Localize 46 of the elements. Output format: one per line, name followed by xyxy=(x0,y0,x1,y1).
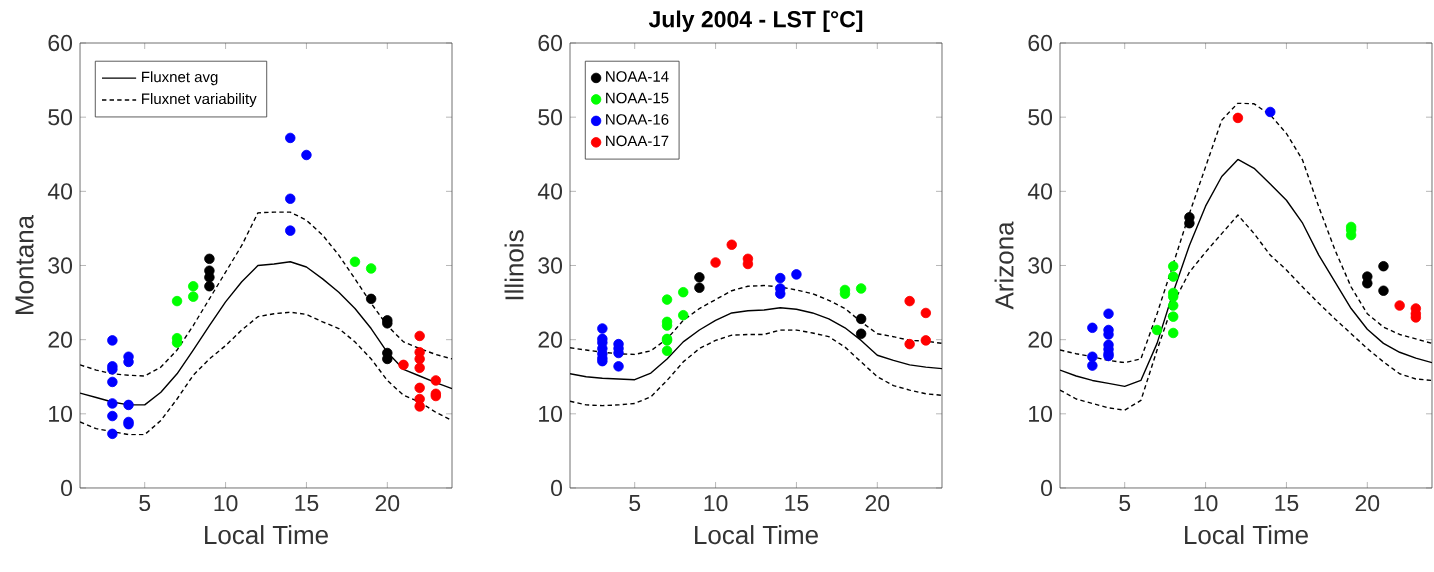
legend-label: Fluxnet variability xyxy=(142,93,257,108)
x-axis-title: Local Time xyxy=(1185,525,1308,545)
y-tick-label: 30 xyxy=(48,257,73,274)
y-tick-label: 0 xyxy=(551,479,563,497)
x-tick-label: 10 xyxy=(704,495,728,512)
y-tick-label: 40 xyxy=(537,183,563,200)
y-axis-title: Illinois xyxy=(504,230,524,300)
y-tick-label: 30 xyxy=(538,257,563,274)
y-tick-label: 10 xyxy=(1029,405,1053,422)
y-tick-label: 50 xyxy=(1028,109,1053,126)
x-tick-label: 15 xyxy=(1275,495,1299,512)
x-tick-label: 5 xyxy=(1119,495,1131,512)
chart-title: July 2004 - LST [°C] xyxy=(648,10,863,32)
y-tick-label: 30 xyxy=(1028,257,1053,274)
x-tick-label: 10 xyxy=(214,495,238,512)
x-tick-label: 5 xyxy=(139,495,151,512)
legend-label: NOAA-14 xyxy=(606,71,669,82)
y-tick-label: 40 xyxy=(47,183,73,200)
x-tick-label: 15 xyxy=(295,495,319,512)
y-tick-label: 50 xyxy=(48,109,73,126)
x-tick-label: 20 xyxy=(865,495,890,512)
y-tick-label: 0 xyxy=(61,479,73,497)
y-tick-label: 60 xyxy=(538,34,563,52)
x-tick-label: 5 xyxy=(629,495,641,512)
legend-label: Fluxnet avg xyxy=(142,71,218,86)
y-tick-label: 10 xyxy=(49,405,73,422)
x-tick-label: 20 xyxy=(375,495,400,512)
y-tick-label: 60 xyxy=(48,34,73,52)
x-axis-title: Local Time xyxy=(695,525,818,545)
legend-label: NOAA-17 xyxy=(606,135,669,147)
y-axis-title: Montana xyxy=(15,214,34,314)
y-tick-label: 0 xyxy=(1041,479,1053,497)
y-tick-label: 60 xyxy=(1028,34,1053,52)
x-tick-label: 10 xyxy=(1194,495,1218,512)
x-axis-title: Local Time xyxy=(205,525,328,545)
legend-label: NOAA-16 xyxy=(606,114,669,125)
y-tick-label: 20 xyxy=(538,331,563,348)
y-tick-label: 50 xyxy=(538,109,563,126)
y-tick-label: 40 xyxy=(1027,183,1053,200)
legend-label: NOAA-15 xyxy=(606,92,669,104)
y-axis-title: Arizona xyxy=(994,221,1014,310)
y-tick-label: 10 xyxy=(539,405,563,422)
y-tick-label: 20 xyxy=(1028,331,1053,348)
x-tick-label: 15 xyxy=(785,495,809,512)
x-tick-label: 20 xyxy=(1355,495,1380,512)
y-tick-label: 20 xyxy=(48,331,73,348)
